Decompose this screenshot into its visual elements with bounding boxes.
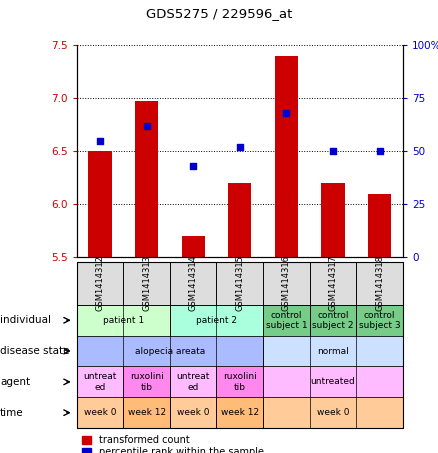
Text: control
subject 3: control subject 3 bbox=[359, 311, 400, 330]
Point bbox=[283, 110, 290, 117]
Text: week 12: week 12 bbox=[127, 408, 166, 417]
Bar bbox=[368, 194, 391, 257]
Point bbox=[237, 144, 244, 151]
Bar bbox=[228, 183, 251, 257]
Text: GSM1414314: GSM1414314 bbox=[189, 255, 198, 311]
Text: untreated: untreated bbox=[311, 377, 355, 386]
Text: GDS5275 / 229596_at: GDS5275 / 229596_at bbox=[146, 7, 292, 20]
Text: GSM1414312: GSM1414312 bbox=[95, 255, 104, 311]
Text: week 0: week 0 bbox=[317, 408, 349, 417]
Text: GSM1414315: GSM1414315 bbox=[235, 255, 244, 311]
Text: control
subject 2: control subject 2 bbox=[312, 311, 354, 330]
Text: GSM1414316: GSM1414316 bbox=[282, 255, 291, 311]
Text: agent: agent bbox=[0, 377, 30, 387]
Bar bbox=[88, 151, 112, 257]
Text: GSM1414313: GSM1414313 bbox=[142, 255, 151, 311]
Text: individual: individual bbox=[0, 315, 51, 325]
Legend: transformed count, percentile rank within the sample: transformed count, percentile rank withi… bbox=[81, 435, 264, 453]
Text: disease state: disease state bbox=[0, 346, 70, 356]
Text: normal: normal bbox=[317, 347, 349, 356]
Point bbox=[96, 137, 103, 145]
Text: patient 1: patient 1 bbox=[102, 316, 144, 325]
Text: patient 2: patient 2 bbox=[196, 316, 237, 325]
Text: ruxolini
tib: ruxolini tib bbox=[223, 372, 257, 391]
Bar bbox=[275, 56, 298, 257]
Text: untreat
ed: untreat ed bbox=[177, 372, 210, 391]
Text: week 0: week 0 bbox=[84, 408, 116, 417]
Text: week 0: week 0 bbox=[177, 408, 209, 417]
Bar bbox=[321, 183, 345, 257]
Point bbox=[190, 163, 197, 170]
Text: time: time bbox=[0, 408, 24, 418]
Point bbox=[376, 148, 383, 155]
Text: week 12: week 12 bbox=[221, 408, 259, 417]
Text: GSM1414317: GSM1414317 bbox=[328, 255, 338, 311]
Point bbox=[143, 122, 150, 130]
Text: alopecia areata: alopecia areata bbox=[135, 347, 205, 356]
Bar bbox=[181, 236, 205, 257]
Bar bbox=[135, 101, 158, 257]
Text: untreat
ed: untreat ed bbox=[83, 372, 117, 391]
Text: control
subject 1: control subject 1 bbox=[265, 311, 307, 330]
Text: GSM1414318: GSM1414318 bbox=[375, 255, 384, 311]
Point bbox=[329, 148, 336, 155]
Text: ruxolini
tib: ruxolini tib bbox=[130, 372, 163, 391]
